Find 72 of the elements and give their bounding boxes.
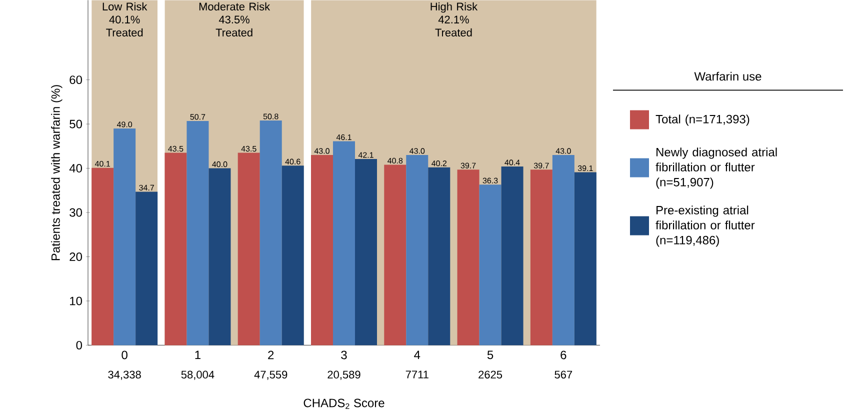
text: 20,589	[328, 370, 360, 380]
y-tick-label: 40	[69, 164, 82, 172]
y-tick-label: 20	[70, 252, 82, 261]
legend-label: Newly diagnosed atrial fibrillation or flutter (n=51,907)	[656, 148, 777, 189]
data-label: 43.0	[410, 148, 425, 154]
band-label: Moderate Risk 43.5% Treated	[199, 2, 270, 36]
y-axis-title: Patients treated with warfarin (%)	[51, 85, 62, 260]
legend-title: Warfarin use	[694, 72, 762, 81]
legend-label: Total (n=171,393)	[656, 114, 750, 126]
data-label: 49.0	[116, 122, 132, 128]
text: 58,004	[181, 370, 214, 380]
band-label: Low Risk 40.1% Treated	[102, 2, 148, 36]
bar	[530, 170, 552, 346]
data-label: 40.2	[432, 160, 447, 166]
y-tick-label: 60	[70, 75, 82, 84]
data-label: 42.1	[358, 152, 374, 158]
data-label: 39.1	[578, 165, 593, 171]
y-tick-label: 30	[70, 208, 82, 217]
y-tick-label: 0	[76, 340, 82, 350]
data-label: 43.5	[241, 146, 256, 152]
bar	[208, 168, 231, 346]
x-tick-label: 2	[268, 350, 274, 360]
bar	[428, 167, 450, 346]
text: 47,559	[254, 370, 288, 380]
bar	[260, 120, 282, 346]
text: 567	[554, 370, 572, 378]
bar	[136, 192, 158, 346]
bar	[164, 152, 187, 346]
bar	[552, 154, 574, 346]
data-label: 43.0	[556, 148, 571, 154]
data-label: 36.3	[482, 178, 498, 184]
band-label: High Risk 42.1% Treated	[430, 2, 478, 36]
x-tick-label: 4	[414, 350, 420, 359]
bar	[384, 164, 406, 346]
y-tick-label: 10	[70, 296, 82, 306]
bar	[92, 168, 114, 346]
bar	[186, 120, 209, 346]
data-label: 43.5	[168, 146, 184, 152]
x-tick-label: 1	[195, 350, 200, 359]
data-label: 39.7	[460, 162, 476, 168]
bar	[238, 152, 260, 346]
bar	[282, 166, 304, 346]
data-label: 46.1	[336, 134, 352, 140]
bar	[114, 128, 136, 346]
bar	[501, 166, 524, 346]
text: 34,338	[108, 370, 141, 380]
bar	[457, 170, 480, 346]
data-label: 50.8	[263, 114, 278, 120]
data-label: 40.1	[94, 160, 110, 167]
bar	[311, 154, 333, 346]
text: 2625	[478, 370, 502, 378]
data-label: 50.7	[190, 114, 206, 120]
data-label: 40.8	[388, 158, 403, 164]
bar	[406, 154, 428, 346]
y-tick-label: 50	[70, 120, 82, 128]
bar	[479, 184, 502, 346]
data-label: 43.0	[314, 148, 330, 154]
data-label: 39.7	[534, 162, 549, 168]
x-axis-title: CHADS$_{2}$ Score	[304, 398, 384, 409]
bar	[574, 172, 596, 346]
data-label: 40.6	[285, 158, 300, 164]
x-tick-label: 5	[487, 350, 494, 359]
bar	[354, 158, 377, 346]
bar	[333, 141, 355, 346]
x-tick-label: 6	[560, 350, 566, 360]
x-tick-label: 3	[341, 350, 347, 360]
data-label: 40.0	[212, 161, 228, 167]
text: 7711	[406, 370, 428, 378]
data-label: 40.4	[504, 160, 520, 166]
x-tick-label: 0	[122, 350, 128, 360]
data-label: 34.7	[139, 184, 154, 190]
legend-label: Pre-existing atrial fibrillation or flutter (n=119,486)	[656, 206, 755, 247]
